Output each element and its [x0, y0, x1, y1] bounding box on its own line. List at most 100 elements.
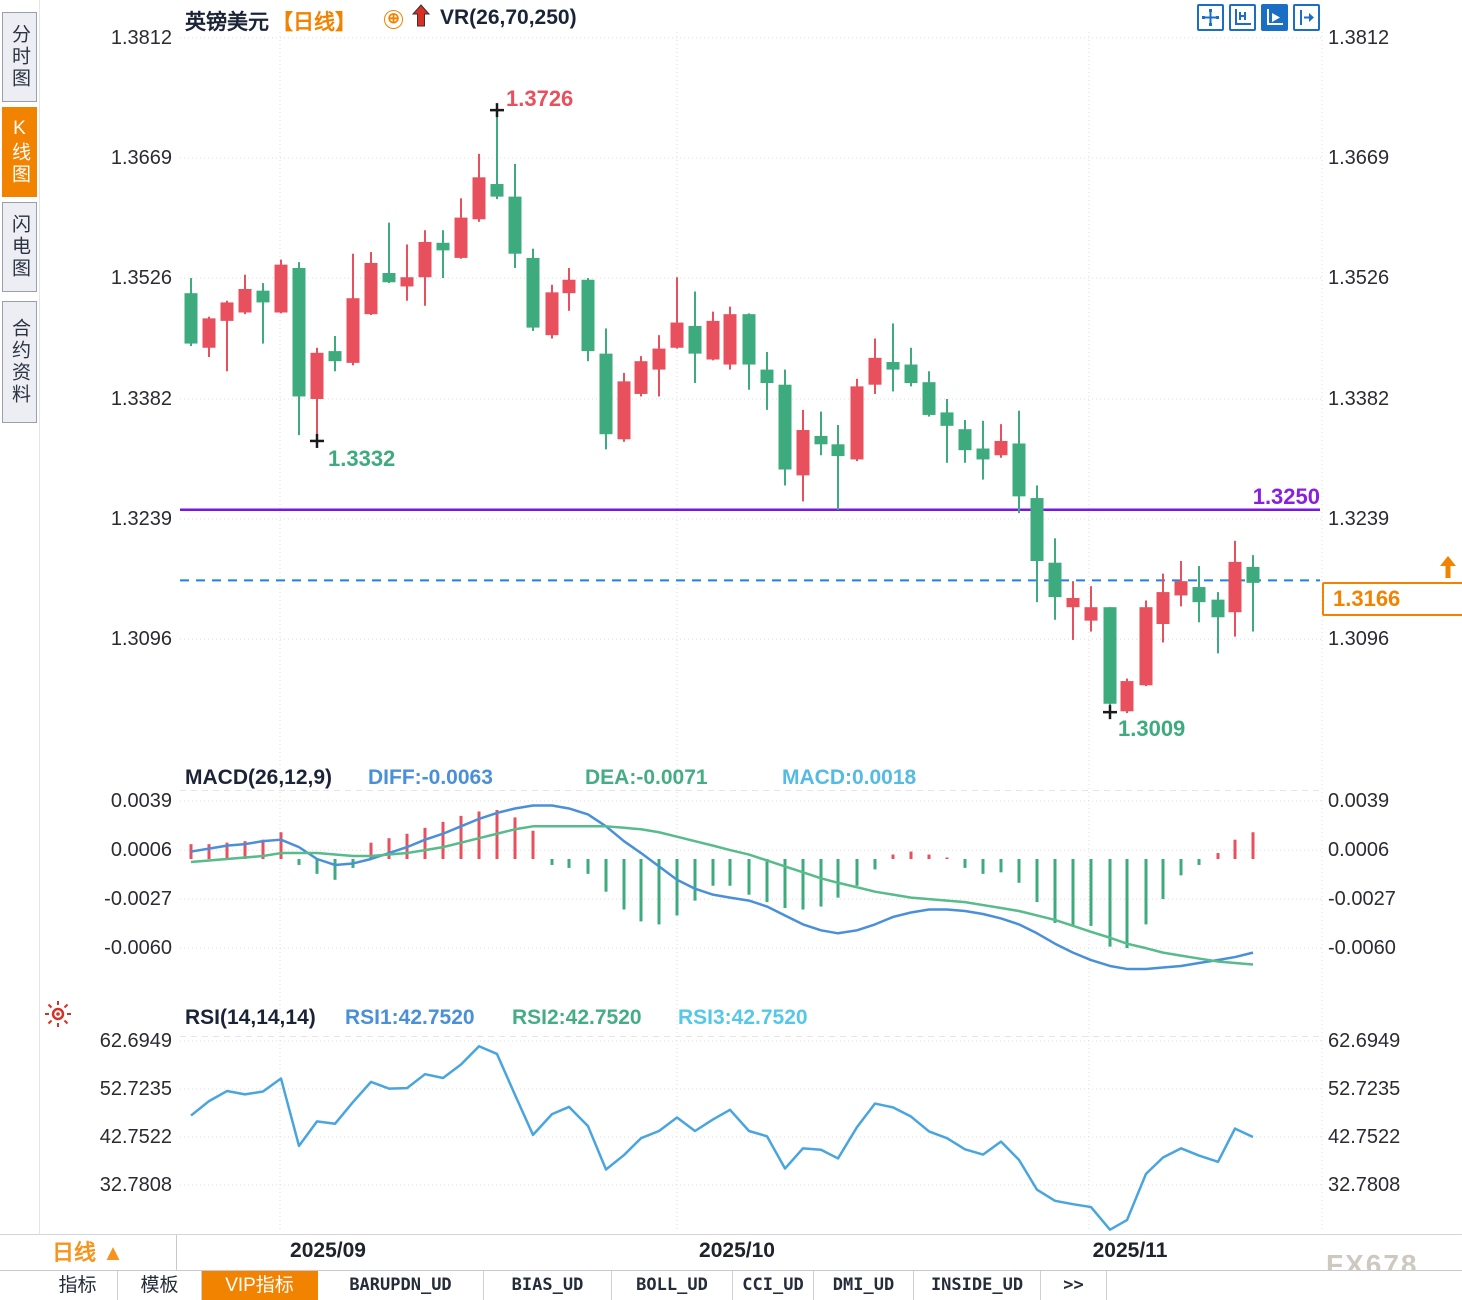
- axis-label: 1.3239: [110, 508, 172, 531]
- candle-body: [310, 352, 324, 399]
- candle-body: [670, 322, 684, 348]
- candle-body: [634, 361, 648, 394]
- axis-label: 1.3096: [110, 628, 172, 651]
- candle-body: [617, 381, 631, 440]
- rsi2-value: RSI2:42.7520: [512, 1006, 642, 1029]
- candle-body: [508, 196, 522, 254]
- candle-body: [1103, 607, 1117, 704]
- candle-body: [545, 292, 559, 336]
- candle-body: [831, 444, 845, 457]
- crosshair-move-icon[interactable]: [1197, 4, 1224, 31]
- indicator-tabbar: 指标 模板 VIP指标 BARUPDN_UD BIAS_UD BOLL_UD CCI_UD D…: [0, 1270, 1462, 1300]
- axis-label: 1.3812: [110, 26, 172, 49]
- axis-label: 1.3812: [1328, 26, 1390, 49]
- red-up-arrow-icon[interactable]: [410, 3, 432, 29]
- bottom-tab-模板[interactable]: 模板: [118, 1271, 202, 1300]
- axis-scale-icon[interactable]: [1229, 4, 1256, 31]
- sidebar-tab-闪电图[interactable]: 闪电图: [2, 202, 37, 292]
- last-price-arrow-icon[interactable]: [1438, 554, 1458, 580]
- bottom-tab-BIAS_UD[interactable]: BIAS_UD: [484, 1271, 612, 1300]
- candle-body: [436, 242, 450, 251]
- axis-label: 42.7522: [99, 1126, 172, 1148]
- sidebar-tab-K线图[interactable]: K线图: [2, 107, 37, 197]
- period-tag: 【日线】: [272, 11, 356, 34]
- bottom-tab-VIP指标[interactable]: VIP指标: [202, 1271, 318, 1300]
- indicator-settings-sun-icon[interactable]: [44, 1000, 72, 1028]
- candle-body: [292, 267, 306, 397]
- macd-diff-line: [190, 804, 1254, 971]
- candle-body: [526, 257, 540, 328]
- candle-body: [688, 325, 702, 354]
- candle-body: [581, 279, 595, 352]
- candle-body: [454, 217, 468, 258]
- axis-play-icon[interactable]: [1261, 4, 1288, 31]
- high-price-label: 1.3726: [506, 86, 574, 111]
- candle-body: [1228, 561, 1242, 613]
- candle-body: [1030, 498, 1044, 562]
- axis-label: -0.0060: [104, 937, 172, 960]
- candle-body: [1246, 566, 1260, 583]
- x-axis-month-label: 2025/11: [1092, 1239, 1168, 1262]
- axis-label: 0.0039: [110, 790, 172, 813]
- sidebar-tab-分时图[interactable]: 分时图: [2, 12, 37, 102]
- candle-body: [958, 429, 972, 451]
- low-price-label-1: 1.3332: [328, 446, 396, 471]
- candle-body: [382, 273, 396, 283]
- macd-diff-value: DIFF:-0.0063: [368, 766, 493, 789]
- candle-body: [1120, 681, 1134, 712]
- low-price-label-2: 1.3009: [1118, 716, 1186, 741]
- bottom-tab-BARUPDN_UD[interactable]: BARUPDN_UD: [318, 1271, 484, 1300]
- add-indicator-icon[interactable]: ⊕: [384, 10, 403, 29]
- macd-dea-value: DEA:-0.0071: [585, 766, 708, 789]
- bottom-tab-INSIDE_UD[interactable]: INSIDE_UD: [914, 1271, 1041, 1300]
- candle-body: [490, 184, 504, 197]
- candle-body: [1156, 592, 1170, 624]
- candle-body: [886, 362, 900, 370]
- axis-label: -0.0060: [1328, 937, 1396, 960]
- macd-title[interactable]: MACD(26,12,9): [185, 766, 333, 789]
- candle-body: [346, 298, 360, 363]
- macd-dea-line: [190, 825, 1254, 966]
- candle-body: [814, 435, 828, 445]
- exit-panel-icon[interactable]: [1293, 4, 1320, 31]
- bottom-tab-BOLL_UD[interactable]: BOLL_UD: [612, 1271, 733, 1300]
- axis-label: 52.7235: [1328, 1077, 1401, 1100]
- candle-body: [364, 262, 378, 315]
- rsi-line: [190, 1045, 1254, 1231]
- axis-label: 0.0039: [1328, 790, 1390, 813]
- axis-label: 0.0006: [1328, 839, 1390, 862]
- candle-body: [723, 314, 737, 365]
- period-selector-button[interactable]: 日线 ▲: [0, 1235, 177, 1270]
- candle-body: [976, 448, 990, 460]
- candle-body: [850, 386, 864, 460]
- candle-body: [1048, 562, 1062, 598]
- overlay-indicator-label[interactable]: VR(26,70,250): [440, 6, 577, 29]
- rsi-title[interactable]: RSI(14,14,14): [185, 1006, 316, 1029]
- bottom-tab-DMI_UD[interactable]: DMI_UD: [814, 1271, 914, 1300]
- bottom-tab->>[interactable]: >>: [1041, 1271, 1107, 1300]
- candle-body: [796, 430, 810, 476]
- candle-body: [472, 177, 486, 220]
- rsi1-value: RSI1:42.7520: [345, 1006, 475, 1029]
- axis-label: -0.0027: [1328, 888, 1396, 911]
- candle-body: [742, 314, 756, 365]
- last-price-box: 1.3166: [1322, 582, 1462, 616]
- candle-body: [220, 302, 234, 321]
- axis-label: 32.7808: [1328, 1174, 1401, 1196]
- candle-body: [994, 440, 1008, 456]
- bottom-tab-指标[interactable]: 指标: [38, 1271, 118, 1300]
- support-line-label[interactable]: 1.3250: [1252, 484, 1320, 509]
- bottom-tab-CCI_UD[interactable]: CCI_UD: [733, 1271, 814, 1300]
- axis-label: 42.7522: [1328, 1126, 1401, 1148]
- candle-body: [904, 364, 918, 384]
- axis-label: -0.0027: [104, 888, 172, 911]
- axis-label: 1.3526: [110, 267, 172, 290]
- axis-label: 1.3382: [110, 387, 172, 410]
- axis-label: 32.7808: [99, 1174, 172, 1196]
- candle-body: [238, 288, 252, 313]
- axis-label: 1.3239: [1328, 508, 1390, 531]
- candle-body: [940, 412, 954, 426]
- candle-body: [868, 357, 882, 385]
- sidebar-tab-合约资料[interactable]: 合约资料: [2, 301, 37, 423]
